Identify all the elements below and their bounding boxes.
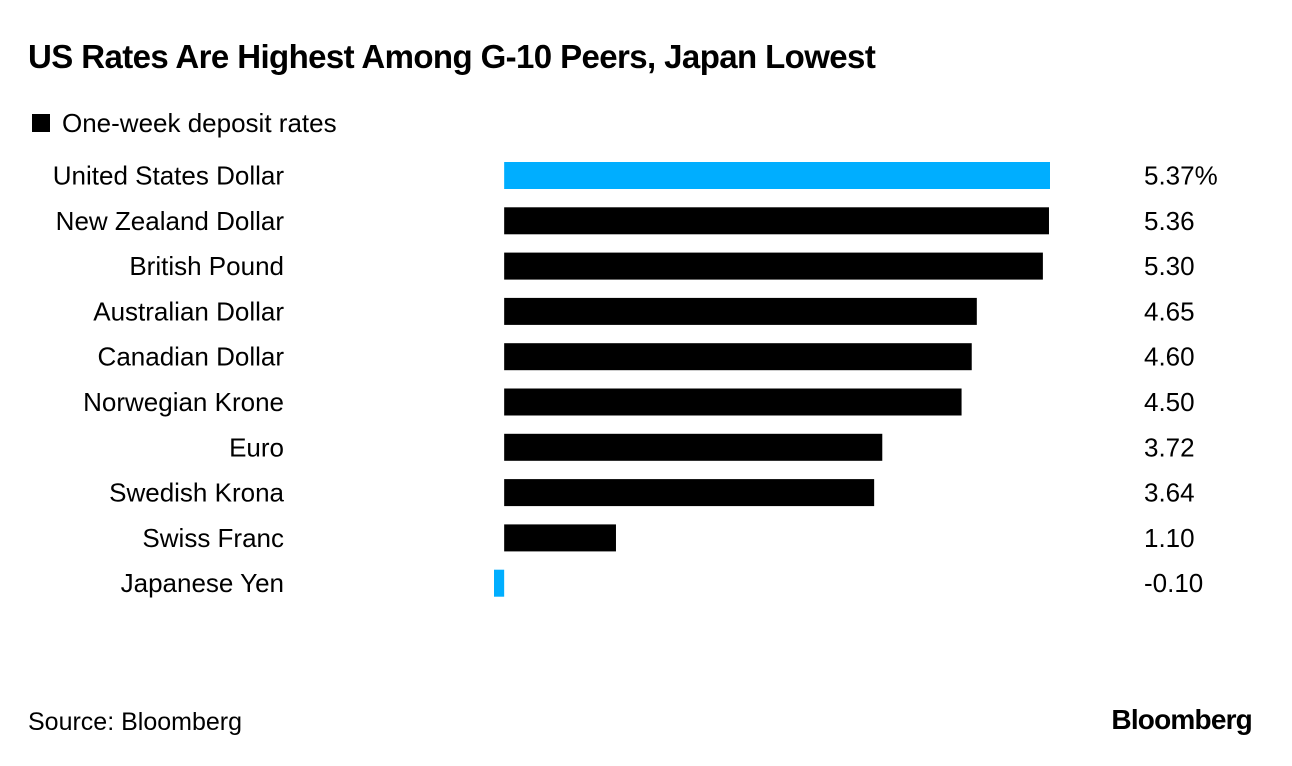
legend: One-week deposit rates [32,106,337,140]
category-label-norwegian-krone: Norwegian Krone [83,387,284,417]
bar-norwegian-krone [504,388,962,416]
category-label-australian-dollar: Australian Dollar [93,296,284,326]
value-label-british-pound: 5.30 [1144,251,1195,281]
legend-label: One-week deposit rates [62,107,337,138]
category-label-united-states-dollar: United States Dollar [53,161,285,191]
value-label-swiss-franc: 1.10 [1144,523,1195,553]
value-label-japanese-yen: -0.10 [1144,568,1203,598]
bar-new-zealand-dollar [504,207,1049,235]
value-label-euro: 3.72 [1144,432,1195,462]
bar-chart: United States Dollar 5.37% New Zealand Dol… [53,161,1218,599]
category-label-canadian-dollar: Canadian Dollar [98,342,285,372]
category-label-euro: Euro [229,432,284,462]
value-label-australian-dollar: 4.65 [1144,296,1195,326]
source-note: Source: Bloomberg [28,708,243,736]
value-label-norwegian-krone: 4.50 [1144,387,1195,417]
bar-swiss-franc [504,524,616,552]
category-label-japanese-yen: Japanese Yen [121,568,284,598]
brand-logo: Bloomberg [1111,704,1252,735]
category-label-swiss-franc: Swiss Franc [142,523,284,553]
bar-swedish-krona [504,479,875,507]
bar-canadian-dollar [504,343,972,371]
bar-british-pound [504,252,1043,280]
category-label-new-zealand-dollar: New Zealand Dollar [56,206,285,236]
category-label-british-pound: British Pound [129,251,284,281]
category-label-swedish-krona: Swedish Krona [109,478,284,508]
bar-united-states-dollar [504,162,1050,189]
value-label-canadian-dollar: 4.60 [1144,342,1195,372]
bar-australian-dollar [504,297,977,325]
value-label-new-zealand-dollar: 5.36 [1144,206,1195,236]
chart-title: US Rates Are Highest Among G-10 Peers, J… [28,38,876,75]
legend-swatch [32,114,50,132]
value-label-united-states-dollar: 5.37% [1144,161,1218,191]
bar-euro [504,433,883,461]
bar-japanese-yen [494,569,505,597]
value-label-swedish-krona: 3.64 [1144,478,1195,508]
